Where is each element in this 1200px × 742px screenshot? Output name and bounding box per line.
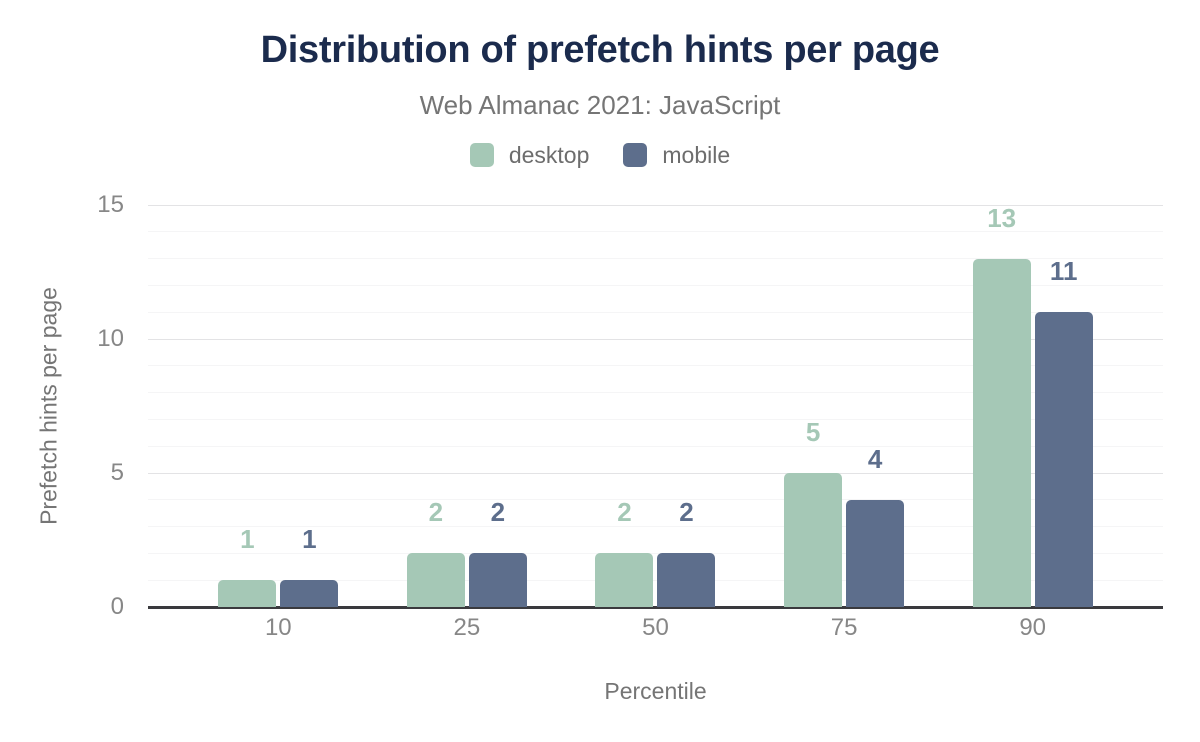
mobile-bar-stack: 2 — [657, 497, 716, 607]
desktop-bar-stack: 2 — [595, 497, 654, 607]
minor-gridline — [148, 231, 1163, 233]
desktop-bar-value-label: 1 — [240, 524, 255, 555]
major-gridline — [148, 204, 1163, 206]
desktop-bar-value-label: 13 — [987, 202, 1017, 233]
y-axis-title: Prefetch hints per page — [35, 287, 62, 525]
desktop-bar-p90 — [972, 258, 1031, 607]
x-tick-label: 10 — [264, 614, 292, 641]
minor-gridline — [148, 579, 1163, 581]
x-axis-line — [148, 606, 1163, 609]
mobile-legend-swatch-icon — [623, 143, 648, 167]
mobile-bar-value-label: 1 — [302, 524, 317, 555]
desktop-bar-p75 — [784, 473, 843, 607]
desktop-legend-swatch-icon — [469, 143, 494, 167]
minor-gridline — [148, 418, 1163, 420]
mobile-bar-value-label: 2 — [490, 497, 506, 528]
chart-title: Distribution of prefetch hints per page — [260, 29, 940, 71]
mobile-bar-value-label: 2 — [679, 497, 694, 528]
mobile-bar-stack: 11 — [1034, 256, 1093, 607]
x-tick-label: 25 — [453, 614, 481, 641]
y-tick-label: 0 — [110, 593, 124, 620]
legend-item-desktop: desktop — [469, 141, 590, 168]
x-axis-title: Percentile — [604, 678, 707, 704]
y-axis-tick-labels: 0 5 10 15 — [0, 193, 136, 619]
minor-gridline — [148, 445, 1163, 447]
x-tick-label: 50 — [642, 614, 669, 641]
mobile-bar-p75 — [846, 499, 905, 607]
bar-group-p90: 13 11 — [938, 205, 1127, 607]
major-gridline — [148, 472, 1163, 474]
minor-gridline — [148, 552, 1163, 554]
chart-subtitle: Web Almanac 2021: JavaScript — [419, 90, 781, 120]
x-tick-label: 90 — [1019, 614, 1047, 641]
legend-label: mobile — [662, 141, 731, 168]
legend-item-mobile: mobile — [623, 143, 730, 167]
y-tick-label: 5 — [110, 459, 124, 486]
x-axis-tick-labels: 10 25 50 75 90 — [184, 614, 1127, 643]
desktop-bar-stack: 1 — [218, 524, 277, 607]
mobile-bar-p10 — [280, 580, 339, 607]
minor-gridline — [148, 392, 1163, 394]
plot-area: 1 1 2 2 2 2 5 4 13 11 — [148, 204, 1163, 609]
desktop-bar-stack: 2 — [406, 497, 465, 607]
desktop-bar-p25 — [406, 553, 465, 607]
minor-gridline — [148, 526, 1163, 528]
major-gridline — [148, 338, 1163, 340]
desktop-bar-value-label: 2 — [617, 497, 632, 528]
desktop-bar-value-label: 2 — [428, 497, 444, 528]
mobile-bar-p25 — [468, 553, 527, 607]
y-tick-label: 10 — [97, 325, 124, 352]
mobile-bar-p90 — [1034, 312, 1093, 607]
minor-gridline — [148, 499, 1163, 501]
chart-legend: desktop mobile — [0, 143, 1200, 167]
mobile-bar-stack: 4 — [846, 443, 905, 607]
bar-series-container: 1 1 2 2 2 2 5 4 13 11 — [184, 205, 1127, 607]
desktop-bar-value-label: 5 — [805, 417, 821, 447]
mobile-bar-value-label: 4 — [867, 443, 883, 474]
legend-label: desktop — [508, 141, 590, 168]
mobile-bar-value-label: 11 — [1049, 256, 1078, 287]
minor-gridline — [148, 365, 1163, 367]
x-tick-label: 75 — [830, 614, 858, 641]
mobile-bar-p50 — [657, 553, 716, 607]
mobile-bar-stack: 2 — [468, 497, 527, 607]
desktop-bar-stack: 13 — [972, 202, 1031, 607]
y-tick-label: 15 — [97, 191, 124, 218]
desktop-bar-stack: 5 — [784, 417, 843, 607]
mobile-bar-stack: 1 — [280, 524, 339, 607]
minor-gridline — [148, 258, 1163, 260]
minor-gridline — [148, 311, 1163, 313]
minor-gridline — [148, 284, 1163, 286]
desktop-bar-p10 — [218, 580, 277, 607]
desktop-bar-p50 — [595, 553, 654, 607]
